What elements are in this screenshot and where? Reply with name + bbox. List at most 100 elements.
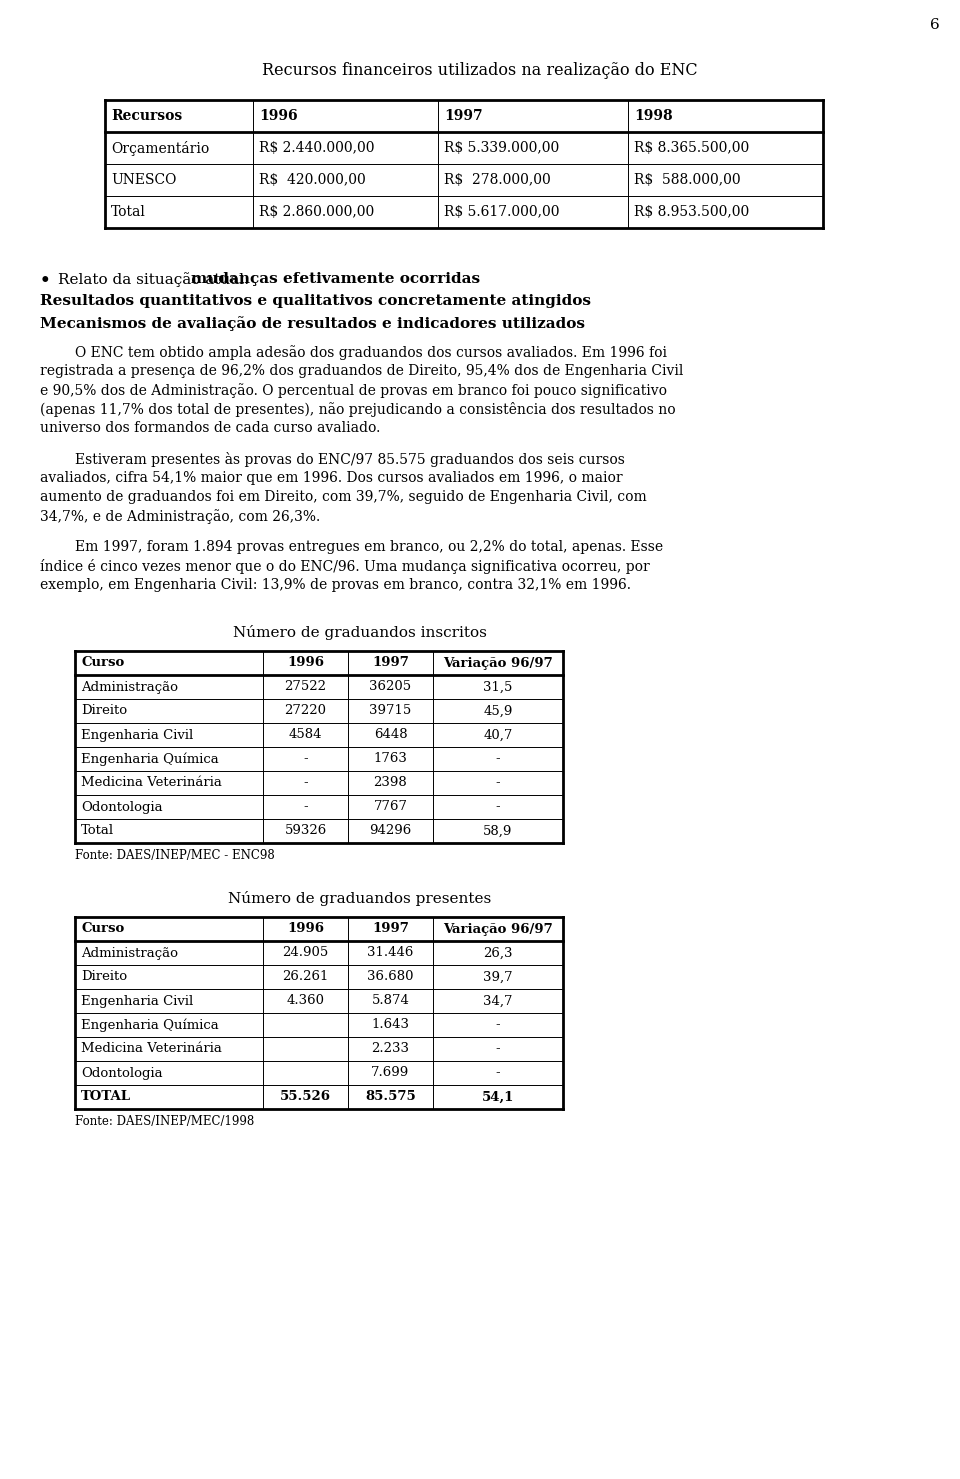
Text: 1996: 1996 xyxy=(287,657,324,670)
Text: 94296: 94296 xyxy=(370,824,412,837)
Text: 5.874: 5.874 xyxy=(372,994,409,1007)
Text: exemplo, em Engenharia Civil: 13,9% de provas em branco, contra 32,1% em 1996.: exemplo, em Engenharia Civil: 13,9% de p… xyxy=(40,578,631,592)
Text: -: - xyxy=(495,1019,500,1031)
Text: Variação 96/97: Variação 96/97 xyxy=(444,657,553,670)
Text: e 90,5% dos de Administração. O percentual de provas em branco foi pouco signifi: e 90,5% dos de Administração. O percentu… xyxy=(40,383,667,398)
Text: 36.680: 36.680 xyxy=(368,970,414,984)
Text: Número de graduandos inscritos: Número de graduandos inscritos xyxy=(233,626,487,640)
Text: 45,9: 45,9 xyxy=(483,704,513,717)
Text: -: - xyxy=(303,800,308,813)
Text: 59326: 59326 xyxy=(284,824,326,837)
Text: Variação 96/97: Variação 96/97 xyxy=(444,923,553,936)
Text: 7.699: 7.699 xyxy=(372,1066,410,1080)
Text: 27522: 27522 xyxy=(284,680,326,694)
Text: Fonte: DAES/INEP/MEC - ENC98: Fonte: DAES/INEP/MEC - ENC98 xyxy=(75,849,275,862)
Text: 31.446: 31.446 xyxy=(368,947,414,960)
Text: 54,1: 54,1 xyxy=(482,1090,515,1103)
Text: Recursos financeiros utilizados na realização do ENC: Recursos financeiros utilizados na reali… xyxy=(262,62,698,78)
Text: 24.905: 24.905 xyxy=(282,947,328,960)
Text: Direito: Direito xyxy=(81,704,127,717)
Text: 85.575: 85.575 xyxy=(365,1090,416,1103)
Text: 26,3: 26,3 xyxy=(483,947,513,960)
Text: 39,7: 39,7 xyxy=(483,970,513,984)
Text: -: - xyxy=(495,753,500,766)
Text: Recursos: Recursos xyxy=(111,109,182,123)
Text: R$ 8.953.500,00: R$ 8.953.500,00 xyxy=(634,206,749,219)
Text: 1997: 1997 xyxy=(372,657,409,670)
Text: Mecanismos de avaliação de resultados e indicadores utilizados: Mecanismos de avaliação de resultados e … xyxy=(40,317,585,331)
Text: 34,7%, e de Administração, com 26,3%.: 34,7%, e de Administração, com 26,3%. xyxy=(40,509,321,524)
Text: 39715: 39715 xyxy=(370,704,412,717)
Text: 36205: 36205 xyxy=(370,680,412,694)
Text: R$ 8.365.500,00: R$ 8.365.500,00 xyxy=(634,141,749,155)
Text: Administração: Administração xyxy=(81,947,178,960)
Text: registrada a presença de 96,2% dos graduandos de Direito, 95,4% dos de Engenhari: registrada a presença de 96,2% dos gradu… xyxy=(40,364,684,379)
Text: -: - xyxy=(495,776,500,790)
Text: Orçamentário: Orçamentário xyxy=(111,141,209,155)
Text: Estiveram presentes às provas do ENC/97 85.575 graduandos dos seis cursos: Estiveram presentes às provas do ENC/97 … xyxy=(75,453,625,467)
Text: Curso: Curso xyxy=(81,657,124,670)
Text: (apenas 11,7% dos total de presentes), não prejudicando a consistência dos resul: (apenas 11,7% dos total de presentes), n… xyxy=(40,402,676,417)
Text: Relato da situação atual:: Relato da situação atual: xyxy=(58,272,254,287)
Text: O ENC tem obtido ampla adesão dos graduandos dos cursos avaliados. Em 1996 foi: O ENC tem obtido ampla adesão dos gradua… xyxy=(75,345,667,359)
Text: R$ 2.440.000,00: R$ 2.440.000,00 xyxy=(259,141,374,155)
Text: R$ 2.860.000,00: R$ 2.860.000,00 xyxy=(259,206,374,219)
Text: 2.233: 2.233 xyxy=(372,1043,410,1056)
Text: Curso: Curso xyxy=(81,923,124,936)
Text: -: - xyxy=(303,753,308,766)
Text: 4584: 4584 xyxy=(289,729,323,741)
Text: 6: 6 xyxy=(930,18,940,33)
Text: Odontologia: Odontologia xyxy=(81,1066,162,1080)
Text: 1998: 1998 xyxy=(634,109,673,123)
Text: Engenharia Civil: Engenharia Civil xyxy=(81,994,193,1007)
Text: 58,9: 58,9 xyxy=(483,824,513,837)
Text: 1763: 1763 xyxy=(373,753,407,766)
Text: 55.526: 55.526 xyxy=(280,1090,331,1103)
Text: UNESCO: UNESCO xyxy=(111,173,177,186)
Text: R$ 5.339.000,00: R$ 5.339.000,00 xyxy=(444,141,560,155)
Text: -: - xyxy=(303,776,308,790)
Text: •: • xyxy=(40,272,51,288)
Text: Engenharia Civil: Engenharia Civil xyxy=(81,729,193,741)
Text: avaliados, cifra 54,1% maior que em 1996. Dos cursos avaliados em 1996, o maior: avaliados, cifra 54,1% maior que em 1996… xyxy=(40,470,623,485)
Text: 2398: 2398 xyxy=(373,776,407,790)
Text: mudanças efetivamente ocorridas: mudanças efetivamente ocorridas xyxy=(191,272,480,285)
Text: Total: Total xyxy=(111,206,146,219)
Text: Odontologia: Odontologia xyxy=(81,800,162,813)
Text: aumento de graduandos foi em Direito, com 39,7%, seguido de Engenharia Civil, co: aumento de graduandos foi em Direito, co… xyxy=(40,490,647,504)
Text: Engenharia Química: Engenharia Química xyxy=(81,1018,219,1032)
Text: -: - xyxy=(495,1043,500,1056)
Text: 1996: 1996 xyxy=(287,923,324,936)
Text: -: - xyxy=(495,800,500,813)
Text: Direito: Direito xyxy=(81,970,127,984)
Text: Total: Total xyxy=(81,824,114,837)
Text: 26.261: 26.261 xyxy=(282,970,328,984)
Text: 1997: 1997 xyxy=(444,109,483,123)
Text: -: - xyxy=(495,1066,500,1080)
Text: R$  278.000,00: R$ 278.000,00 xyxy=(444,173,551,186)
Text: universo dos formandos de cada curso avaliado.: universo dos formandos de cada curso ava… xyxy=(40,422,380,435)
Text: 27220: 27220 xyxy=(284,704,326,717)
Text: Fonte: DAES/INEP/MEC/1998: Fonte: DAES/INEP/MEC/1998 xyxy=(75,1115,254,1128)
Text: R$  588.000,00: R$ 588.000,00 xyxy=(634,173,740,186)
Text: Engenharia Química: Engenharia Química xyxy=(81,753,219,766)
Text: índice é cinco vezes menor que o do ENC/96. Uma mudança significativa ocorreu, p: índice é cinco vezes menor que o do ENC/… xyxy=(40,559,650,574)
Text: Resultados quantitativos e qualitativos concretamente atingidos: Resultados quantitativos e qualitativos … xyxy=(40,294,591,308)
Text: 6448: 6448 xyxy=(373,729,407,741)
Text: Em 1997, foram 1.894 provas entregues em branco, ou 2,2% do total, apenas. Esse: Em 1997, foram 1.894 provas entregues em… xyxy=(75,540,663,555)
Text: 1.643: 1.643 xyxy=(372,1019,410,1031)
Text: R$  420.000,00: R$ 420.000,00 xyxy=(259,173,366,186)
Text: 34,7: 34,7 xyxy=(483,994,513,1007)
Text: 31,5: 31,5 xyxy=(483,680,513,694)
Text: 1996: 1996 xyxy=(259,109,298,123)
Text: R$ 5.617.000,00: R$ 5.617.000,00 xyxy=(444,206,560,219)
Text: Administração: Administração xyxy=(81,680,178,694)
Text: Medicina Veterinária: Medicina Veterinária xyxy=(81,776,222,790)
Text: 1997: 1997 xyxy=(372,923,409,936)
Text: TOTAL: TOTAL xyxy=(81,1090,131,1103)
Text: 40,7: 40,7 xyxy=(483,729,513,741)
Text: Número de graduandos presentes: Número de graduandos presentes xyxy=(228,890,492,907)
Text: Medicina Veterinária: Medicina Veterinária xyxy=(81,1043,222,1056)
Text: 7767: 7767 xyxy=(373,800,407,813)
Text: 4.360: 4.360 xyxy=(286,994,324,1007)
